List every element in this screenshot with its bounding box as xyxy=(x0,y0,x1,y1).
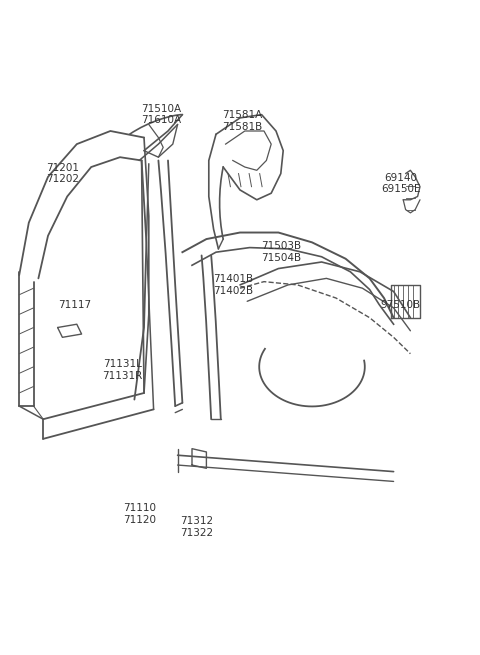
Text: 71131L
71131R: 71131L 71131R xyxy=(102,360,143,381)
Text: 71503B
71504B: 71503B 71504B xyxy=(261,242,301,263)
Text: 71110
71120: 71110 71120 xyxy=(123,504,156,525)
Text: 71312
71322: 71312 71322 xyxy=(180,517,214,538)
Text: 71117: 71117 xyxy=(58,299,91,310)
Text: 71581A
71581B: 71581A 71581B xyxy=(222,111,263,132)
Text: 97510B: 97510B xyxy=(381,299,421,310)
Text: 69140
69150E: 69140 69150E xyxy=(381,173,420,194)
Text: 71401B
71402B: 71401B 71402B xyxy=(213,274,253,295)
Text: 71201
71202: 71201 71202 xyxy=(46,163,79,184)
Text: 71510A
71610A: 71510A 71610A xyxy=(141,104,181,125)
